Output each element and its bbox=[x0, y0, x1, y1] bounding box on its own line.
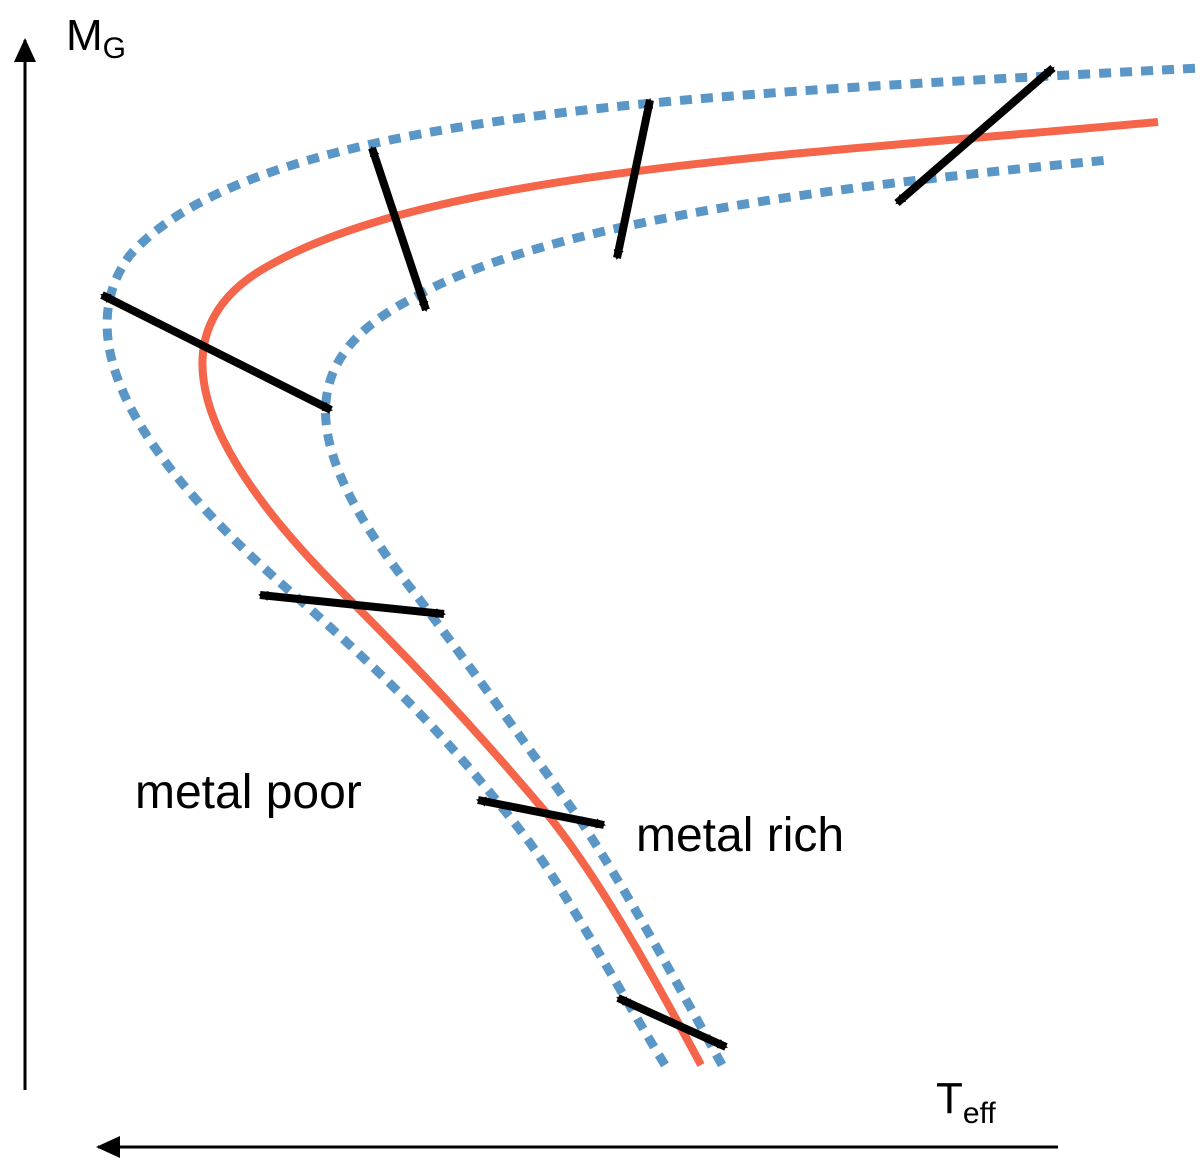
metal-rich-isochrone bbox=[321, 155, 1109, 1068]
x-axis-label-main: T bbox=[936, 1074, 963, 1123]
shift-arrow-main-sequence bbox=[476, 796, 606, 829]
x-axis-label-subscript: eff bbox=[963, 1097, 996, 1130]
shift-arrow-mid-upper-left bbox=[368, 146, 430, 312]
shift-arrow-lower-turn bbox=[258, 590, 446, 619]
y-axis-label-main: M bbox=[66, 11, 103, 60]
y-axis-label: MG bbox=[66, 11, 126, 65]
metal-rich-label: metal rich bbox=[636, 809, 844, 862]
shift-arrow-mid-upper-right bbox=[613, 98, 654, 260]
y-axis-label-subscript: G bbox=[103, 32, 126, 65]
metal-poor-isochrone bbox=[102, 63, 1200, 1068]
shift-arrow-turnoff bbox=[100, 291, 333, 414]
x-axis-label: Teff bbox=[936, 1074, 996, 1130]
reference-isochrone bbox=[198, 118, 1159, 1067]
metal-poor-label: metal poor bbox=[135, 766, 362, 819]
shift-arrow-bottom bbox=[616, 994, 728, 1051]
shift-arrow-top-right bbox=[894, 64, 1056, 207]
shift-arrows bbox=[100, 64, 1056, 1051]
